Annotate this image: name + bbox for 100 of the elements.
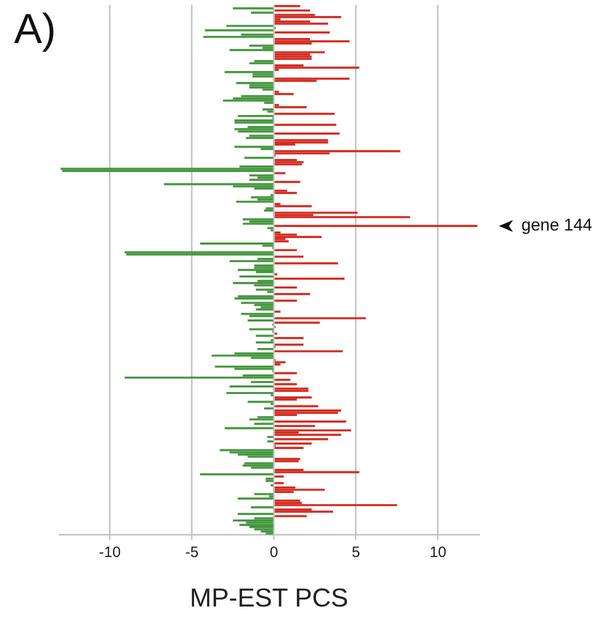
bar [258, 348, 274, 350]
bar [274, 240, 289, 242]
bar [250, 12, 274, 14]
bar [274, 180, 300, 184]
bar [274, 78, 350, 80]
bar [267, 440, 274, 442]
annotation: gene 144 [521, 216, 592, 235]
bar [274, 172, 286, 174]
bar [274, 476, 284, 478]
bar [274, 66, 360, 69]
bar [274, 434, 342, 436]
bar [274, 350, 343, 352]
bar [274, 56, 312, 58]
bar [220, 449, 274, 452]
bar [242, 218, 274, 220]
bar [249, 134, 274, 137]
bar [274, 300, 297, 302]
bar [248, 319, 274, 322]
bar [274, 132, 340, 135]
bar [250, 506, 274, 508]
bar [274, 205, 312, 208]
bar [264, 210, 274, 212]
bar [249, 86, 274, 88]
bar [254, 264, 274, 267]
bar [274, 192, 297, 194]
bar [274, 212, 358, 214]
bar [203, 36, 274, 38]
bar [200, 473, 274, 476]
bar [274, 471, 360, 474]
bar [250, 380, 274, 384]
bar [274, 161, 304, 164]
bar [252, 75, 274, 78]
bar [232, 282, 274, 284]
bar [274, 515, 307, 518]
bar [274, 332, 278, 335]
bar [274, 482, 284, 484]
bar [239, 524, 274, 526]
x-tick-label: 0 [270, 544, 278, 561]
bar [274, 504, 397, 506]
bar [164, 183, 274, 186]
bar [274, 424, 315, 428]
bar [274, 216, 410, 218]
bar [124, 251, 274, 254]
bar [62, 170, 274, 172]
bar [274, 5, 300, 8]
bar [232, 519, 274, 522]
bar [274, 442, 312, 445]
bar [274, 9, 310, 12]
bar [254, 422, 274, 425]
bar [230, 49, 274, 52]
bar [274, 278, 344, 280]
bar [246, 136, 274, 140]
bar [124, 376, 274, 379]
bar [274, 40, 350, 42]
bar [238, 497, 274, 500]
bar [224, 427, 274, 430]
bar [266, 478, 274, 480]
bar [274, 92, 294, 96]
bar [274, 58, 312, 60]
bar [239, 275, 274, 278]
bar [256, 341, 274, 344]
bar [241, 302, 274, 304]
bar [238, 268, 274, 271]
bar [267, 227, 274, 230]
bar [274, 446, 304, 450]
bar [264, 407, 274, 410]
bar [249, 418, 274, 420]
bar [60, 168, 274, 170]
bar [274, 317, 366, 320]
bar [274, 273, 278, 276]
bar [274, 141, 328, 144]
bar [236, 82, 274, 84]
bar [274, 438, 328, 440]
bar [274, 383, 297, 386]
x-tick-label: 10 [430, 544, 446, 561]
bar [226, 392, 274, 394]
bar [250, 196, 274, 198]
bar [274, 16, 342, 18]
bar [274, 337, 304, 340]
bar [274, 51, 325, 54]
bar [274, 112, 335, 115]
bar [274, 236, 322, 238]
bar [242, 464, 274, 467]
bar [274, 412, 338, 414]
bar [274, 429, 352, 432]
bar [274, 372, 297, 374]
bar [274, 344, 304, 346]
bar [274, 378, 290, 381]
bar [230, 385, 274, 388]
bar [274, 390, 308, 392]
bar [274, 249, 297, 252]
bar [274, 388, 308, 390]
bar [223, 100, 274, 102]
x-axis-title: MP-EST PCS [190, 582, 348, 613]
bar [214, 366, 274, 368]
bar [224, 71, 274, 74]
bar [249, 44, 274, 47]
bar [242, 222, 274, 225]
bar [274, 106, 307, 108]
bar [266, 207, 274, 210]
